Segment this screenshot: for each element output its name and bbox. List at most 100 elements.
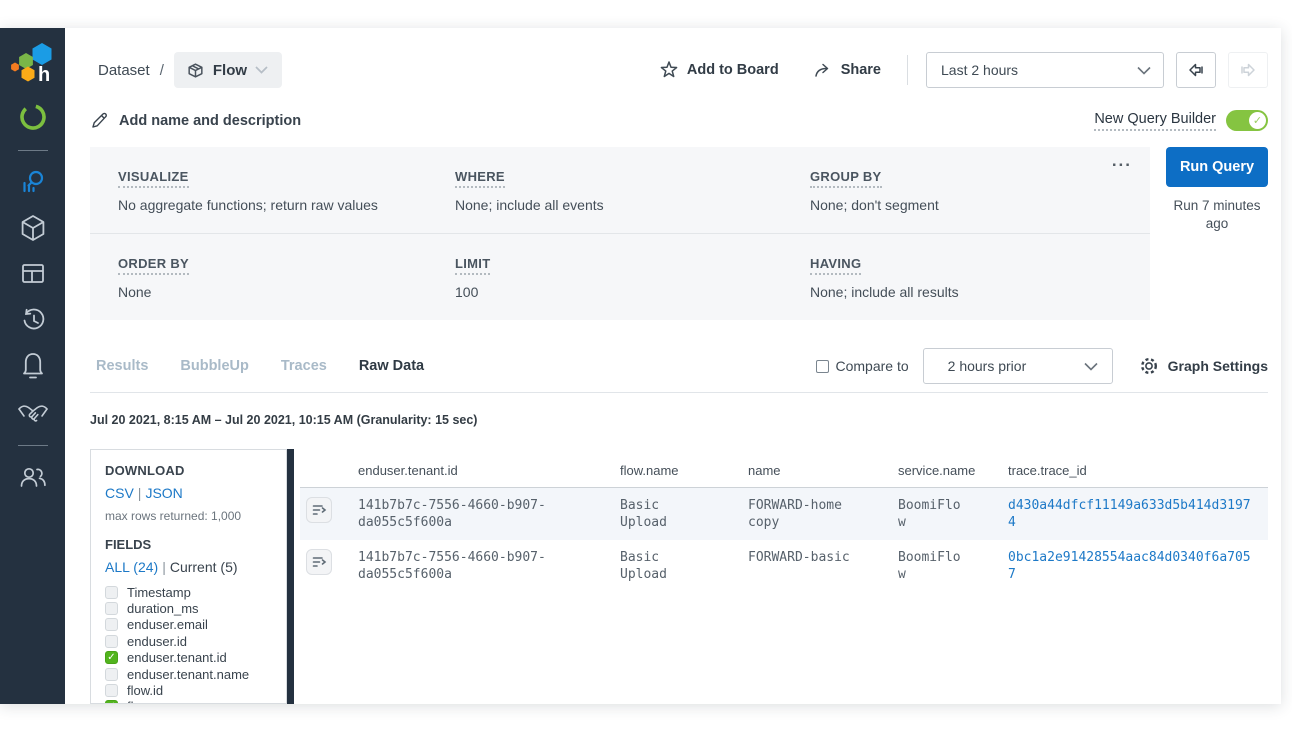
query-history-back-button[interactable] [1176, 52, 1216, 88]
cell-flow-name: Basic Upload [620, 498, 667, 530]
query-builder-row: ... VISUALIZE No aggregate functions; re… [90, 147, 1268, 320]
field-label: enduser.email [127, 617, 208, 633]
field-label: enduser.tenant.id [127, 650, 227, 666]
field-checkbox[interactable] [105, 667, 118, 681]
panel-divider [90, 233, 1150, 234]
sidebar-item-service-map[interactable] [10, 395, 56, 429]
limit-label[interactable]: LIMIT [455, 256, 491, 275]
field-checkbox[interactable] [105, 585, 118, 599]
field-item[interactable]: duration_ms [105, 600, 276, 616]
add-name-description-button[interactable]: Add name and description [90, 111, 301, 130]
field-checkbox[interactable] [105, 684, 118, 698]
where-value: None; include all events [455, 197, 604, 213]
field-checkbox[interactable] [105, 700, 118, 703]
column-header: flow.name [620, 463, 679, 478]
cell-name: FORWARD-basic [748, 550, 850, 565]
handshake-icon [17, 405, 48, 422]
last-run-status: Run 7 minutes ago [1173, 198, 1261, 232]
field-item[interactable]: enduser.tenant.name [105, 666, 276, 682]
fields-title: FIELDS [105, 537, 152, 552]
share-button[interactable]: Share [813, 61, 881, 79]
field-checkbox[interactable] [105, 618, 118, 632]
time-range-select[interactable]: Last 2 hours [926, 52, 1164, 88]
dataset-name: Flow [212, 61, 248, 79]
sidebar-divider [17, 150, 48, 151]
order-by-label[interactable]: ORDER BY [118, 256, 190, 275]
compare-period-value: 2 hours prior [947, 358, 1027, 374]
new-query-builder-control: New Query Builder ✓ [1094, 110, 1268, 131]
field-item[interactable]: enduser.tenant.id [105, 650, 276, 666]
arrow-forward-icon [1241, 63, 1255, 77]
group-by-label[interactable]: GROUP BY [810, 169, 882, 188]
field-checkbox[interactable] [105, 651, 118, 665]
field-item[interactable]: Timestamp [105, 584, 276, 600]
sidebar-item-team[interactable] [10, 460, 56, 494]
field-item[interactable]: flow.id [105, 682, 276, 698]
order-by-section[interactable]: ORDER BY None [118, 234, 455, 320]
svg-text:h: h [38, 64, 50, 86]
honeycomb-logo-icon[interactable]: h [10, 40, 56, 88]
tab-traces[interactable]: Traces [280, 358, 327, 374]
history-clock-icon [23, 308, 44, 330]
time-summary: Jul 20 2021, 8:15 AM – Jul 20 2021, 10:1… [90, 413, 478, 427]
graph-settings-button[interactable]: Graph Settings [1139, 356, 1268, 376]
sidebar-item-query[interactable] [10, 165, 56, 199]
compare-to-checkbox[interactable] [816, 359, 830, 373]
having-label[interactable]: HAVING [810, 256, 862, 275]
package-icon [188, 62, 203, 78]
chevron-down-icon [1084, 362, 1098, 371]
view-trace-button[interactable] [306, 549, 332, 575]
fields-current-link[interactable]: Current (5) [169, 559, 238, 575]
having-section[interactable]: HAVING None; include all results [810, 234, 1150, 320]
sidebar-item-boards[interactable] [10, 257, 56, 291]
cell-service-name: BoomiFlow [898, 498, 961, 530]
download-csv-link[interactable]: CSV [105, 485, 134, 501]
add-to-board-label: Add to Board [686, 62, 779, 78]
where-section[interactable]: WHERE None; include all events [455, 147, 810, 233]
tab-results[interactable]: Results [96, 358, 149, 374]
visualize-section[interactable]: VISUALIZE No aggregate functions; return… [118, 147, 455, 233]
where-label[interactable]: WHERE [455, 169, 505, 188]
compare-to-label[interactable]: Compare to [835, 358, 909, 374]
query-more-menu[interactable]: ... [1111, 151, 1132, 170]
field-item[interactable]: flow.name [105, 699, 276, 703]
field-item[interactable]: enduser.id [105, 633, 276, 649]
sidebar-item-triggers[interactable] [10, 349, 56, 383]
tab-bubbleup[interactable]: BubbleUp [180, 358, 249, 374]
field-checkbox[interactable] [105, 634, 118, 648]
max-rows-note: max rows returned: 1,000 [105, 509, 242, 523]
view-trace-button[interactable] [306, 497, 332, 523]
field-item[interactable]: enduser.email [105, 617, 276, 633]
sidebar-item-home[interactable] [10, 100, 56, 134]
sidebar-item-history[interactable] [10, 303, 56, 337]
limit-section[interactable]: LIMIT 100 [455, 234, 810, 320]
group-by-section[interactable]: GROUP BY None; don't segment [810, 147, 1150, 233]
fields-panel-scrollbar[interactable] [287, 449, 294, 704]
sidebar-item-datasets[interactable] [10, 211, 56, 245]
run-query-button[interactable]: Run Query [1166, 147, 1268, 187]
add-name-description-label: Add name and description [119, 112, 302, 129]
new-query-builder-label[interactable]: New Query Builder [1094, 111, 1216, 131]
graph-settings-label: Graph Settings [1167, 358, 1268, 374]
dataset-selector[interactable]: Flow [173, 52, 283, 88]
add-to-board-button[interactable]: Add to Board [659, 60, 779, 80]
ring-icon [19, 104, 46, 130]
chevron-down-icon [255, 66, 268, 74]
raw-data-table: enduser.tenant.id flow.name name service… [300, 449, 1268, 704]
visualize-label[interactable]: VISUALIZE [118, 169, 189, 188]
field-checkbox[interactable] [105, 602, 118, 616]
arrow-back-icon [1189, 63, 1203, 77]
cell-trace-id-link[interactable]: d430a44dfcf11149a633d5b414d31974 [1008, 498, 1251, 530]
download-json-link[interactable]: JSON [145, 485, 183, 501]
fields-all-link[interactable]: ALL (24) [105, 559, 159, 575]
trace-waterfall-icon [312, 505, 327, 515]
column-header: name [748, 463, 781, 478]
query-history-forward-button [1228, 52, 1268, 88]
new-query-builder-toggle[interactable]: ✓ [1226, 110, 1268, 131]
field-label: flow.id [127, 683, 164, 699]
compare-period-select[interactable]: 2 hours prior [922, 348, 1113, 384]
breadcrumb-separator: / [159, 61, 164, 79]
tab-raw-data[interactable]: Raw Data [358, 358, 425, 374]
cell-trace-id-link[interactable]: 0bc1a2e91428554aac84d0340f6a7057 [1008, 550, 1251, 582]
cell-enduser-tenant-id: 141b7b7c-7556-4660-b907-da055c5f600a [358, 550, 546, 582]
